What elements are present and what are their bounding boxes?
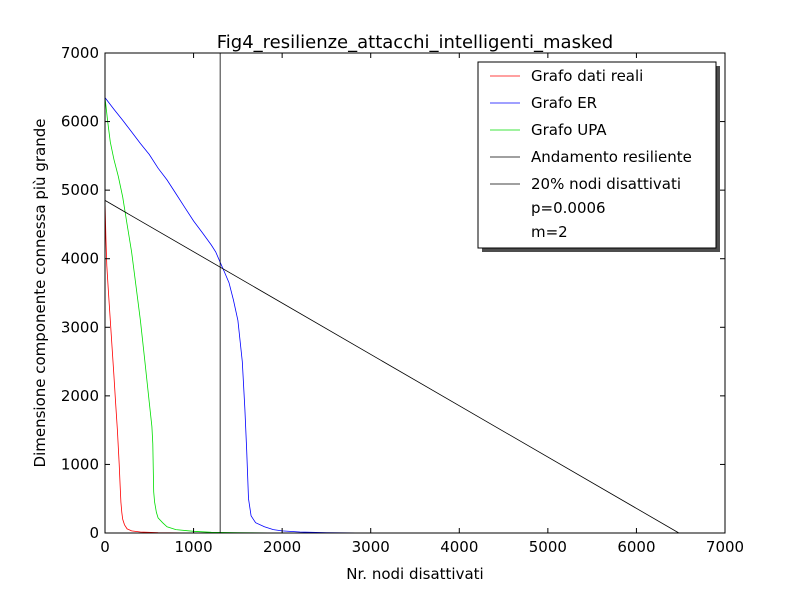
legend-label-4: 20% nodi disattivati — [531, 175, 681, 193]
series-line-1 — [104, 97, 725, 534]
x-tick-label: 4000 — [440, 538, 478, 556]
y-tick-label: 0 — [89, 524, 99, 542]
y-tick-label: 5000 — [61, 181, 99, 199]
x-axis-label: Nr. nodi disattivati — [346, 565, 483, 583]
y-tick-label: 1000 — [61, 455, 99, 473]
x-tick-label: 6000 — [617, 538, 655, 556]
x-tick-label: 5000 — [529, 538, 567, 556]
x-axis: 0 1000 2000 3000 4000 5000 6000 7000 — [100, 53, 744, 556]
series-line-0 — [104, 200, 725, 534]
y-tick-label: 7000 — [61, 44, 99, 62]
y-tick-label: 2000 — [61, 387, 99, 405]
legend-box — [477, 61, 717, 249]
legend-extra-0: p=0.0006 — [531, 199, 606, 217]
y-axis-label: Dimensione componente connessa più grand… — [31, 119, 49, 468]
x-tick-label: 0 — [100, 538, 110, 556]
y-tick-label: 3000 — [61, 318, 99, 336]
series-layer — [104, 53, 725, 534]
y-tick-label: 4000 — [61, 250, 99, 268]
legend: Grafo dati reali Grafo ER Grafo UPA Andamen… — [477, 61, 720, 252]
x-tick-label: 2000 — [263, 538, 301, 556]
legend-label-0: Grafo dati reali — [531, 67, 643, 85]
series-line-2 — [104, 97, 725, 534]
legend-label-1: Grafo ER — [531, 94, 597, 112]
x-tick-label: 7000 — [706, 538, 744, 556]
y-axis: 0 1000 2000 3000 4000 5000 6000 7000 — [61, 44, 725, 542]
legend-extra-1: m=2 — [531, 223, 568, 241]
chart-title: Fig4_resilienze_attacchi_intelligenti_ma… — [217, 32, 614, 53]
plot-frame — [104, 52, 726, 534]
x-tick-label: 3000 — [352, 538, 390, 556]
x-tick-label: 1000 — [174, 538, 212, 556]
series-line-3 — [104, 200, 680, 534]
y-tick-label: 6000 — [61, 113, 99, 131]
legend-label-3: Andamento resiliente — [531, 148, 692, 166]
legend-label-2: Grafo UPA — [531, 121, 607, 139]
